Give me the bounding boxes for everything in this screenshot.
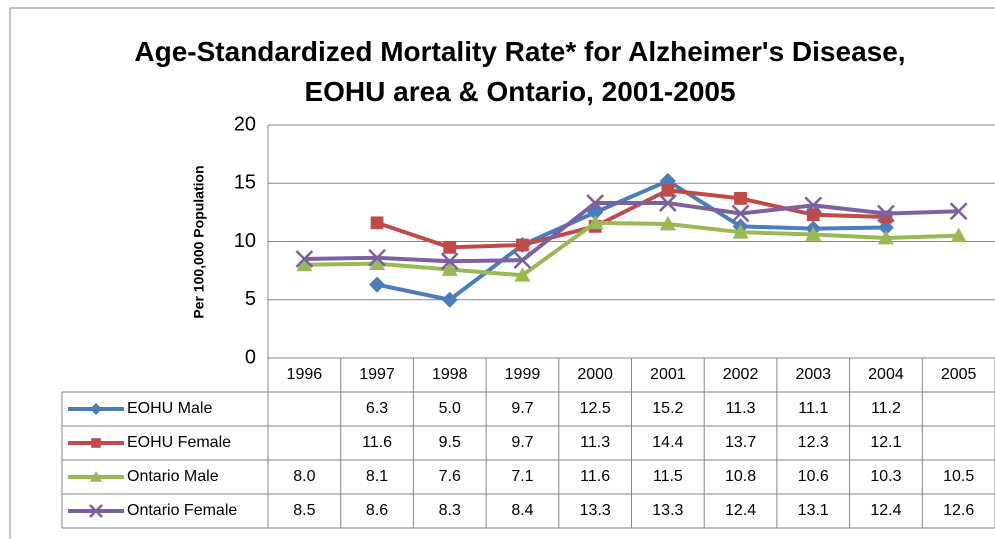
y-tick-label: 0 (245, 346, 256, 368)
table-cell: 13.7 (725, 434, 756, 451)
table-cell: 6.3 (366, 400, 388, 417)
table-cell: 12.4 (725, 502, 756, 519)
marker (369, 255, 386, 271)
table-cell: 8.0 (293, 468, 315, 485)
marker (89, 504, 103, 518)
table-cell: 12.1 (870, 434, 901, 451)
series-line (304, 220, 959, 278)
marker (877, 230, 894, 245)
marker (731, 204, 750, 223)
marker (877, 219, 894, 236)
marker (804, 196, 823, 215)
y-tick-label: 5 (245, 288, 256, 310)
marker (513, 251, 532, 270)
x-tick-label: 1998 (432, 366, 468, 383)
marker (295, 250, 314, 268)
table-cell: 10.8 (725, 468, 756, 485)
marker (516, 238, 529, 252)
y-axis-title: Per 100,000 Population (191, 165, 207, 318)
legend-label: EOHU Female (127, 434, 231, 451)
y-tick-label: 20 (234, 113, 256, 135)
legend-label: Ontario Female (127, 502, 237, 519)
series-line (304, 201, 959, 264)
marker (370, 216, 384, 230)
table-cell: 9.7 (511, 400, 533, 417)
marker (441, 261, 458, 276)
table-cell: 13.1 (798, 502, 829, 519)
table-cell: 11.6 (362, 434, 392, 451)
x-tick-label: 2001 (650, 366, 686, 383)
marker (658, 194, 677, 212)
marker (950, 227, 967, 243)
x-tick-label: 1996 (287, 366, 323, 383)
table-cell: 14.4 (652, 434, 683, 451)
table-cell: 10.5 (943, 468, 974, 485)
x-tick-label: 2005 (941, 366, 977, 383)
table-cell: 12.3 (798, 434, 829, 451)
marker (369, 276, 386, 293)
y-tick-label: 10 (234, 230, 256, 252)
x-tick-label: 1999 (505, 366, 541, 383)
marker (734, 191, 747, 205)
marker (296, 256, 313, 272)
marker (806, 208, 820, 222)
marker (949, 202, 968, 221)
marker (90, 403, 102, 415)
table-cell: 11.3 (580, 434, 610, 451)
table-cell: 8.1 (366, 468, 388, 485)
table-cell: 11.3 (726, 400, 756, 417)
table-cell: 13.3 (652, 502, 683, 519)
series-line (376, 188, 887, 250)
table-cell: 8.5 (293, 502, 315, 519)
chart-title: Age-Standardized Mortality Rate* for Alz… (134, 36, 906, 107)
marker (805, 226, 822, 241)
legend-label: EOHU Male (127, 400, 212, 417)
table-cell: 12.4 (870, 502, 901, 519)
table-cell: 12.5 (580, 400, 611, 417)
table-cell: 5.0 (439, 400, 461, 417)
table-cell: 7.6 (439, 468, 461, 485)
marker (90, 471, 102, 482)
table-cell: 10.3 (870, 468, 901, 485)
table-cell: 11.5 (653, 468, 683, 485)
x-tick-label: 2000 (577, 366, 613, 383)
table-cell: 7.1 (511, 468, 533, 485)
table-cell: 11.2 (871, 400, 901, 417)
table-cell: 9.7 (511, 434, 533, 451)
legend-label: Ontario Male (127, 468, 219, 485)
table-cell: 11.1 (798, 400, 828, 417)
marker (587, 214, 604, 230)
table-cell: 12.6 (943, 502, 974, 519)
marker (659, 216, 676, 231)
table-cell: 8.4 (511, 502, 533, 519)
table-cell: 15.2 (652, 400, 683, 417)
table-cell: 8.3 (439, 502, 461, 519)
x-tick-label: 2003 (795, 366, 831, 383)
marker (586, 194, 605, 212)
marker (443, 240, 457, 254)
x-tick-label: 1997 (359, 366, 395, 383)
table-cell: 8.6 (366, 502, 388, 519)
table-cell: 13.3 (580, 502, 611, 519)
marker (877, 204, 895, 223)
marker (91, 438, 101, 448)
marker (441, 291, 458, 308)
x-tick-label: 2002 (723, 366, 759, 383)
table-cell: 11.6 (580, 468, 610, 485)
table-cell: 10.6 (798, 468, 829, 485)
marker (514, 267, 531, 282)
series-line (376, 178, 886, 302)
marker (732, 224, 749, 239)
x-tick-label: 2004 (868, 366, 904, 383)
marker (440, 252, 459, 271)
table-cell: 9.5 (439, 434, 461, 451)
y-tick-label: 15 (234, 172, 256, 194)
marker (368, 248, 386, 267)
marker (661, 183, 675, 197)
